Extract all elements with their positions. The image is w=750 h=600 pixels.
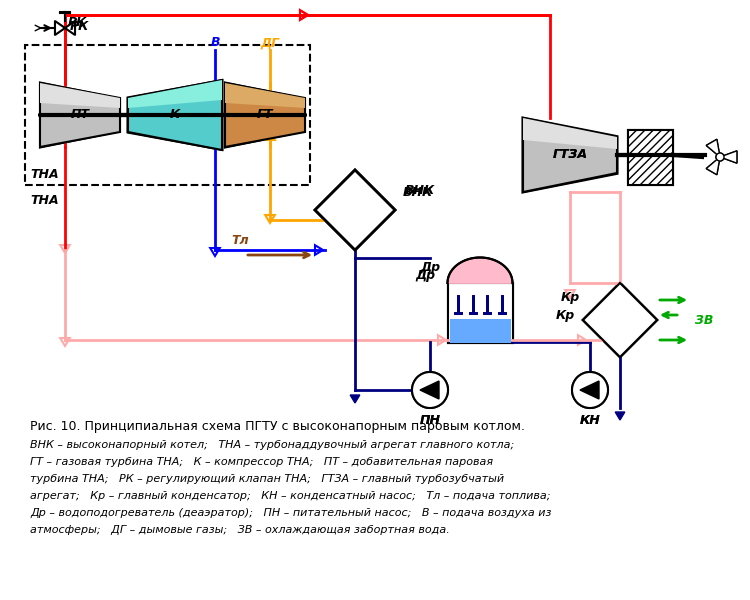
Circle shape bbox=[412, 372, 448, 408]
Text: ЗВ: ЗВ bbox=[695, 313, 713, 326]
Polygon shape bbox=[55, 22, 65, 34]
Polygon shape bbox=[706, 139, 720, 157]
Polygon shape bbox=[355, 205, 363, 215]
Polygon shape bbox=[706, 157, 720, 175]
Polygon shape bbox=[315, 170, 395, 250]
Polygon shape bbox=[615, 412, 625, 420]
Text: ДГ: ДГ bbox=[260, 37, 280, 49]
Polygon shape bbox=[315, 170, 395, 250]
Text: Кр: Кр bbox=[560, 292, 580, 304]
Text: ПН: ПН bbox=[419, 413, 440, 427]
Bar bbox=[448, 283, 512, 343]
Polygon shape bbox=[55, 21, 65, 35]
Polygon shape bbox=[225, 82, 305, 148]
Text: атмосферы;   ДГ – дымовые газы;   ЗВ – охлаждающая забортная вода.: атмосферы; ДГ – дымовые газы; ЗВ – охлаж… bbox=[30, 525, 450, 535]
Text: Др: Др bbox=[420, 262, 440, 275]
Polygon shape bbox=[448, 257, 512, 283]
Polygon shape bbox=[128, 80, 222, 150]
Text: турбина ТНА;   РК – регулирующий клапан ТНА;   ГТЗА – главный турбозубчатый: турбина ТНА; РК – регулирующий клапан ТН… bbox=[30, 474, 504, 484]
Bar bbox=[449, 319, 511, 343]
Polygon shape bbox=[583, 283, 657, 357]
Text: ВНК: ВНК bbox=[405, 184, 435, 196]
Circle shape bbox=[716, 153, 724, 161]
Polygon shape bbox=[583, 283, 658, 358]
Bar bbox=[449, 319, 511, 343]
Polygon shape bbox=[720, 151, 737, 163]
Polygon shape bbox=[352, 205, 360, 215]
Text: Др – водоподогреватель (деаэратор);   ПН – питательный насос;   В – подача возду: Др – водоподогреватель (деаэратор); ПН –… bbox=[30, 508, 551, 518]
Text: ПТ: ПТ bbox=[70, 109, 89, 121]
Polygon shape bbox=[40, 83, 120, 108]
Polygon shape bbox=[706, 157, 720, 175]
Polygon shape bbox=[128, 80, 223, 150]
Polygon shape bbox=[420, 381, 439, 399]
Text: В: В bbox=[210, 37, 220, 49]
Polygon shape bbox=[523, 118, 617, 192]
Polygon shape bbox=[41, 95, 119, 115]
Circle shape bbox=[572, 372, 608, 408]
Text: ГТ: ГТ bbox=[256, 109, 273, 121]
Text: К: К bbox=[170, 109, 180, 121]
Circle shape bbox=[716, 153, 724, 161]
Text: ГТЗА: ГТЗА bbox=[553, 148, 587, 161]
Polygon shape bbox=[40, 83, 120, 147]
Text: ВНК – высоконапорный котел;   ТНА – турбонаддувочный агрегат главного котла;: ВНК – высоконапорный котел; ТНА – турбон… bbox=[30, 440, 514, 450]
Polygon shape bbox=[579, 381, 597, 399]
Bar bbox=[628, 130, 673, 185]
Text: КН: КН bbox=[580, 413, 600, 427]
Polygon shape bbox=[350, 395, 360, 403]
Polygon shape bbox=[128, 80, 222, 108]
Polygon shape bbox=[225, 83, 305, 147]
Circle shape bbox=[412, 372, 448, 408]
Text: РК: РК bbox=[70, 20, 89, 34]
Text: ГТЗА: ГТЗА bbox=[553, 148, 587, 161]
Polygon shape bbox=[419, 381, 437, 399]
Polygon shape bbox=[706, 139, 720, 157]
Polygon shape bbox=[65, 22, 75, 34]
Polygon shape bbox=[65, 21, 75, 35]
Text: ГТ – газовая турбина ТНА;   К – компрессор ТНА;   ПТ – добавительная паровая: ГТ – газовая турбина ТНА; К – компрессор… bbox=[30, 457, 494, 467]
Bar bbox=[628, 130, 673, 185]
Text: ПТ: ПТ bbox=[70, 109, 89, 121]
Text: агрегат;   Кр – главный конденсатор;   КН – конденсатный насос;   Тл – подача то: агрегат; Кр – главный конденсатор; КН – … bbox=[30, 491, 550, 501]
Polygon shape bbox=[523, 118, 617, 193]
Text: Кр: Кр bbox=[555, 308, 574, 322]
Text: Др: Др bbox=[415, 269, 435, 281]
Text: Рис. 10. Принципиальная схема ПГТУ с высоконапорным паровым котлом.: Рис. 10. Принципиальная схема ПГТУ с выс… bbox=[30, 420, 525, 433]
Polygon shape bbox=[448, 257, 512, 283]
Polygon shape bbox=[225, 83, 305, 108]
Text: КН: КН bbox=[580, 413, 600, 427]
Bar bbox=[448, 283, 512, 343]
Polygon shape bbox=[523, 118, 617, 149]
Text: ТНА: ТНА bbox=[30, 169, 58, 181]
Text: РК: РК bbox=[68, 16, 87, 29]
Text: К: К bbox=[170, 109, 180, 121]
Text: ВНК: ВНК bbox=[403, 185, 433, 199]
Text: ПН: ПН bbox=[419, 413, 440, 427]
Circle shape bbox=[572, 372, 608, 408]
Polygon shape bbox=[40, 82, 120, 148]
Text: ГТЗА: ГТЗА bbox=[553, 148, 587, 161]
Polygon shape bbox=[580, 381, 599, 399]
Text: Тл: Тл bbox=[231, 233, 249, 247]
Text: ГТ: ГТ bbox=[256, 109, 273, 121]
Text: ТНА: ТНА bbox=[30, 193, 58, 206]
Bar bbox=[25, 45, 310, 185]
Polygon shape bbox=[720, 151, 737, 163]
